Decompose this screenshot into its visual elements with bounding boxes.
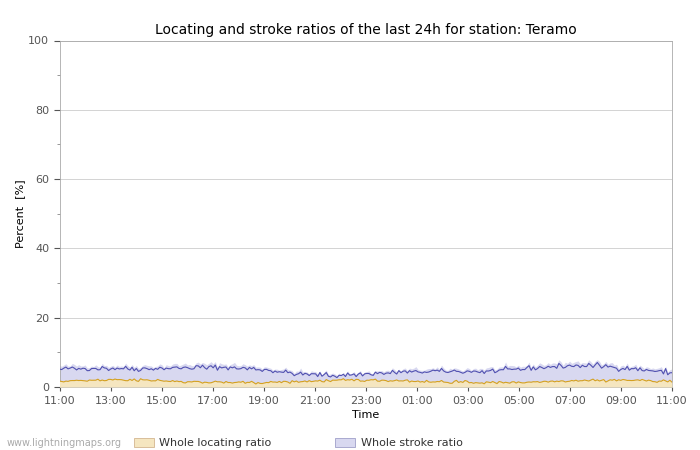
Title: Locating and stroke ratios of the last 24h for station: Teramo: Locating and stroke ratios of the last 2… [155, 22, 577, 36]
X-axis label: Time: Time [352, 410, 379, 420]
Y-axis label: Percent  [%]: Percent [%] [15, 180, 25, 248]
Text: www.lightningmaps.org: www.lightningmaps.org [7, 438, 122, 448]
Legend: Whole locating ratio, Locating ratio station Teramo, Whole stroke ratio, Stroke : Whole locating ratio, Locating ratio sta… [134, 437, 512, 450]
